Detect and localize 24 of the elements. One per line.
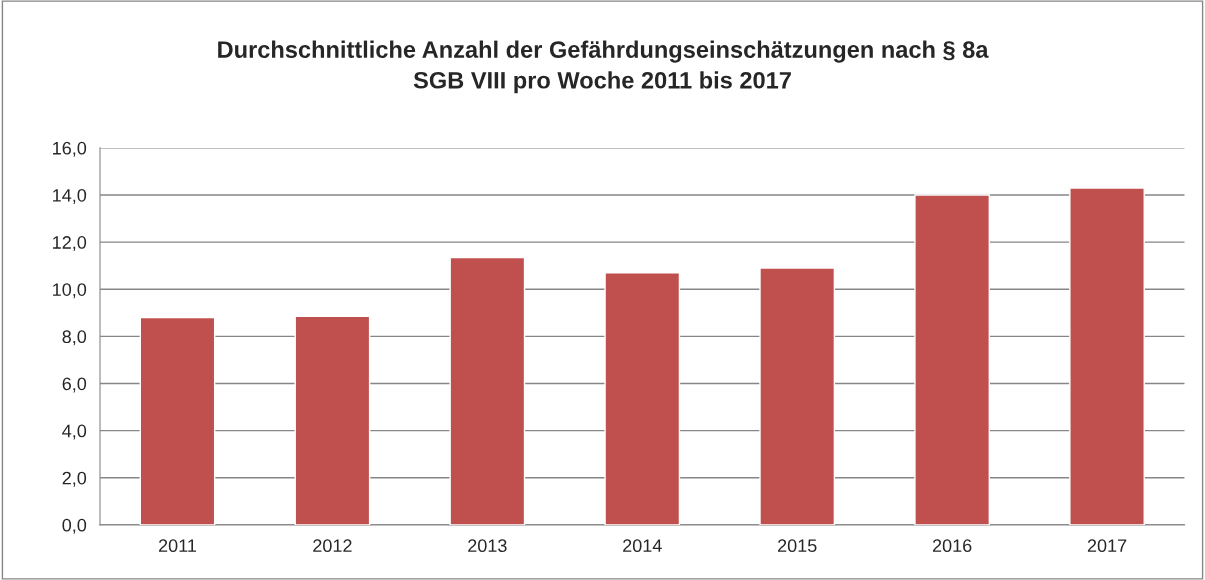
x-tick-label: 2017 <box>1087 539 1127 553</box>
chart-title: Durchschnittliche Anzahl der Gefährdungseinschätzungen nach § 8a SGB VIII pro Woche 2011 bis 2017 <box>218 40 989 94</box>
y-tick-label: 16,0 <box>53 141 87 157</box>
y-tick-label: 2,0 <box>62 471 87 487</box>
y-tick-label: 10,0 <box>53 283 87 299</box>
y-tick-label: 8,0 <box>62 330 87 346</box>
bar <box>139 316 216 525</box>
bar <box>294 315 371 525</box>
y-tick-label: 4,0 <box>62 424 87 440</box>
x-tick-label: 2014 <box>623 539 662 553</box>
bar <box>1069 187 1145 525</box>
x-tick-label: 2012 <box>313 539 352 553</box>
y-tick-label: 6,0 <box>62 377 87 393</box>
y-tick-label: 14,0 <box>53 188 87 204</box>
y-tick-label: 12,0 <box>53 236 87 251</box>
bar <box>914 194 991 525</box>
x-tick-label: 2015 <box>778 539 817 553</box>
bar <box>759 267 836 525</box>
bar <box>449 256 526 525</box>
x-tick-label: 2016 <box>932 539 972 553</box>
x-tick-label: 2013 <box>468 539 507 553</box>
x-tick-label: 2011 <box>158 539 197 553</box>
bar <box>604 272 681 525</box>
y-tick-label: 0,0 <box>62 518 87 534</box>
